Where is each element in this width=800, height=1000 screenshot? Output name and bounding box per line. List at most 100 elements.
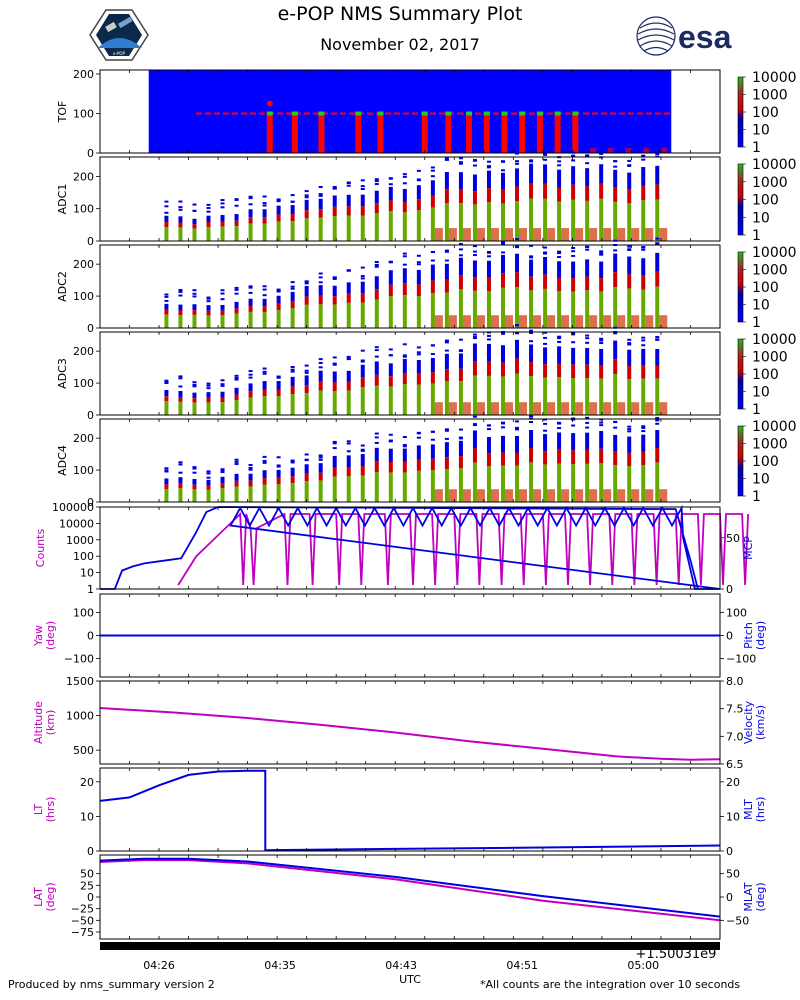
adc-column-base <box>248 311 253 328</box>
adc-column-base <box>444 203 449 241</box>
adc-secondary <box>533 402 542 415</box>
adc-column-top <box>206 479 211 486</box>
adc-sparse-point <box>627 428 632 431</box>
adc-column-base <box>501 287 505 328</box>
colorbar-tick-label: 1000 <box>752 263 788 279</box>
adc-sparse-point <box>641 154 646 157</box>
colorbar-tick-label: 10000 <box>752 332 797 348</box>
adc-sparse-point <box>360 360 365 363</box>
y-tick-label: 20 <box>726 776 740 789</box>
adc-column-top <box>206 392 211 398</box>
y-tick-label: 1000 <box>66 534 94 547</box>
adc-sparse-point <box>641 425 646 428</box>
adc-column-mid <box>178 222 183 228</box>
adc-column-mid <box>627 366 632 380</box>
adc-secondary <box>631 489 640 502</box>
adc-column-base <box>416 470 421 502</box>
adc-sparse-point <box>613 332 618 335</box>
adc-column-top <box>402 268 407 284</box>
adc-sparse-point <box>290 460 295 463</box>
adc-sparse-point <box>346 184 351 187</box>
tof-burst-cap <box>445 111 452 116</box>
panel-frame <box>99 767 721 852</box>
x-offset-label: +1.50031e9 <box>636 947 717 962</box>
adc-sparse-point <box>543 246 548 249</box>
adc-column-base <box>655 462 660 502</box>
adc-sparse-point <box>529 244 534 247</box>
adc-sparse-point <box>276 464 281 467</box>
adc-column-base <box>290 308 295 328</box>
adc-column-mid <box>557 187 562 202</box>
adc-column-top <box>318 370 323 382</box>
adc-column-mid <box>206 221 211 228</box>
adc-sparse-point <box>164 381 169 384</box>
adc-column-top <box>276 295 281 304</box>
adc-secondary <box>448 402 457 415</box>
adc-column-top <box>655 252 660 272</box>
adc-secondary <box>659 228 668 241</box>
adc-sparse-point <box>276 200 281 203</box>
adc-sparse-point <box>515 238 520 241</box>
adc-column-mid <box>444 189 449 204</box>
panel-ylabel-left: LAT(deg) <box>32 882 57 911</box>
adc-sparse-point <box>374 183 379 186</box>
adc-secondary <box>519 489 528 502</box>
adc-column-mid <box>234 220 239 227</box>
y-tick-label: −100 <box>726 653 756 666</box>
panel-frame <box>99 506 721 590</box>
adc-sparse-point <box>430 169 435 172</box>
mcp-series <box>100 504 721 590</box>
adc-column-top <box>178 477 183 484</box>
adc-column-base <box>388 211 393 241</box>
adc-sparse-point <box>402 343 407 346</box>
adc-sparse-point <box>220 206 225 209</box>
adc-column-mid <box>641 185 646 201</box>
colorbar-tick-label: 10 <box>752 210 770 226</box>
adc-secondary <box>476 315 485 328</box>
adc-sparse-point <box>402 443 407 446</box>
panel-ylabel: ADC2 <box>56 271 69 302</box>
adc-secondary <box>462 228 471 241</box>
adc-column-mid <box>515 452 520 466</box>
adc-column-top <box>192 478 197 485</box>
adc-column-base <box>360 387 365 415</box>
panel-frame <box>99 69 721 154</box>
adc-column-mid <box>164 222 169 228</box>
adc-column-base <box>374 299 379 328</box>
adc-sparse-point <box>543 422 548 425</box>
adc-column-base <box>374 385 379 415</box>
adc-column-base <box>318 304 323 328</box>
adc-sparse-point <box>318 456 323 459</box>
adc-column-top <box>543 347 548 365</box>
adc-sparse-point <box>374 180 379 183</box>
y-tick-label: 200 <box>73 258 94 271</box>
adc-sparse-point <box>178 377 183 380</box>
adc-column-top <box>571 166 576 185</box>
adc-column-mid <box>416 284 421 297</box>
adc-column-top <box>220 304 225 311</box>
adc-column-top <box>585 432 590 450</box>
adc-sparse-point <box>332 363 337 366</box>
adc-sparse-point <box>178 208 183 211</box>
colorbar-tick-label: 10000 <box>752 157 797 173</box>
adc-sparse-point <box>529 340 534 343</box>
adc-sparse-point <box>206 207 211 210</box>
adc-column-base <box>416 384 421 415</box>
adc-column-base <box>304 304 309 328</box>
adc-sparse-point <box>655 422 660 425</box>
panel-ylabel-left: Altitude(km) <box>32 701 57 744</box>
adc-column-top <box>290 205 295 215</box>
tof-burst-cap <box>355 111 362 116</box>
y-tick-label: 0 <box>726 583 733 596</box>
tof-burst-cap <box>519 111 526 116</box>
adc-sparse-point <box>543 252 548 255</box>
adc-sparse-point <box>360 185 365 188</box>
adc-column-top <box>346 194 351 207</box>
tof-burst <box>572 111 579 153</box>
adc-sparse-point <box>178 461 183 464</box>
adc-column-mid <box>360 293 365 303</box>
adc-sparse-point <box>178 385 183 388</box>
adc-column-top <box>360 194 365 207</box>
adc-column-top <box>346 282 351 294</box>
adc-sparse-point <box>655 336 660 339</box>
